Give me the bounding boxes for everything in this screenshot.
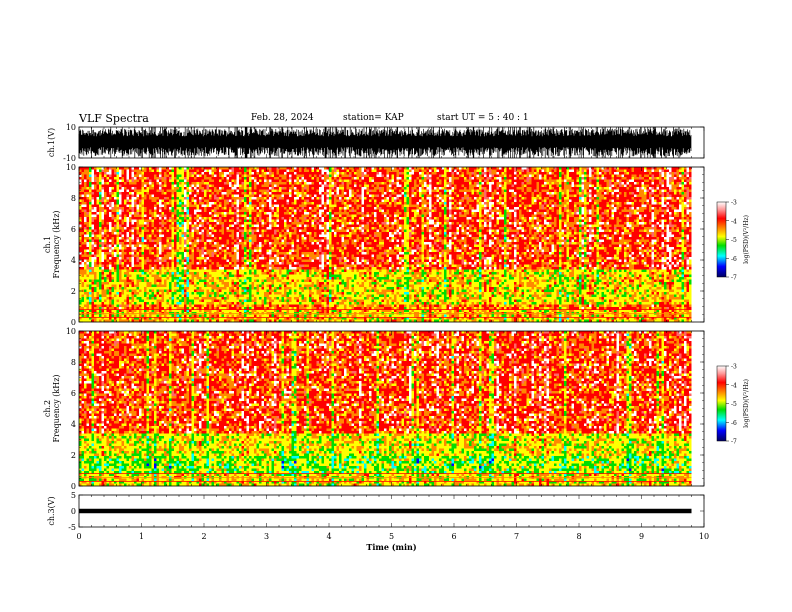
colorbar-label: log(PSD)(V²/Hz) [743,215,750,264]
colorbar-tick-label: -3 [731,364,737,371]
x-tick-label: 2 [201,532,206,541]
colorbar-tick-label: -4 [731,382,737,389]
start-time-label: start UT = 5 : 40 : 1 [437,113,529,123]
x-tick-label: 3 [264,532,269,541]
chart-title: VLF Spectra [79,112,149,125]
x-axis-label: Time (min) [366,542,416,552]
ch1-waveform-trace [78,127,692,158]
station-label: station= KAP [343,113,404,123]
y-tick-label: -10 [63,154,76,163]
y-tick-label: -5 [68,523,76,532]
y-axis-label: ch.1(V) [47,128,56,157]
y-tick-label: 6 [71,389,76,398]
y-tick-label: 8 [71,194,76,203]
colorbar-ch2 [716,365,727,442]
spectrogram-ch1-cells [79,167,695,323]
x-tick-label: 6 [451,532,456,541]
colorbar-tick-label: -5 [731,401,737,408]
y-tick-label: 10 [66,123,76,132]
colorbar-label: log(PSD)(V²/Hz) [743,379,750,428]
y-tick-label: 0 [71,507,76,516]
colorbar-ch1 [716,201,727,278]
colorbar-tick-label: -6 [731,420,737,427]
x-tick-label: 5 [389,532,394,541]
ch3-waveform-trace [79,508,692,514]
spectrogram-empty-region [691,167,704,322]
colorbar-tick-label: -7 [731,439,737,446]
y-tick-label: 2 [71,451,76,460]
spectrogram-empty-region [691,331,704,486]
x-tick-label: 0 [76,532,81,541]
colorbar-tick-label: -4 [731,218,737,225]
y-tick-label: 0 [71,482,76,491]
colorbar-tick-label: -3 [731,200,737,207]
y-tick-label: 5 [71,491,76,500]
y-tick-label: 0 [71,318,76,327]
colorbar-tick-label: -5 [731,237,737,244]
y-axis-label: ch.3(V) [47,496,56,525]
x-tick-label: 9 [639,532,644,541]
x-tick-label: 7 [514,532,519,541]
y-axis-label: Frequency (kHz) [52,210,61,278]
x-tick-label: 1 [139,532,144,541]
y-tick-label: 4 [71,420,76,429]
y-tick-label: 8 [71,358,76,367]
x-tick-label: 4 [326,532,331,541]
x-tick-label: 10 [699,532,709,541]
y-tick-label: 4 [71,256,76,265]
colorbar-tick-label: -6 [731,256,737,263]
y-tick-label: 10 [66,327,76,336]
y-axis-label: Frequency (kHz) [52,374,61,442]
y-tick-label: 2 [71,287,76,296]
y-tick-label: 6 [71,225,76,234]
y-tick-label: 10 [66,163,76,172]
y-axis-label: ch.1 [43,236,52,253]
spectrogram-ch2-cells [79,331,695,487]
date-label: Feb. 28, 2024 [251,113,314,123]
x-tick-label: 8 [576,532,581,541]
colorbar-tick-label: -7 [731,275,737,282]
y-axis-label: ch.2 [43,400,52,417]
